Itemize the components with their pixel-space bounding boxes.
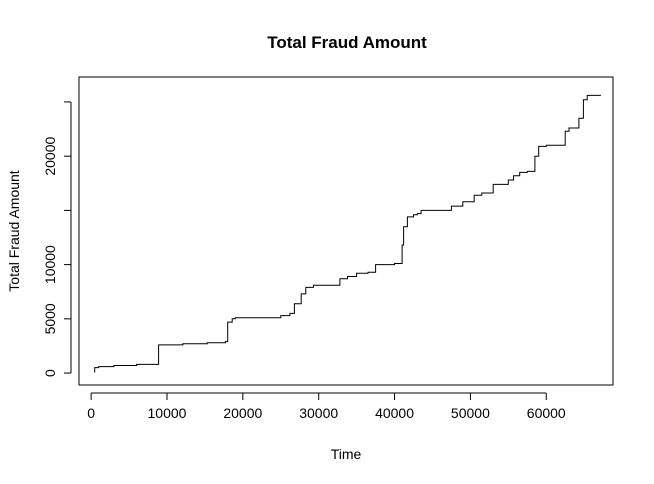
series-layer (94, 94, 601, 373)
x-tick-label: 20000 (223, 405, 262, 421)
x-tick-label: 30000 (299, 405, 338, 421)
x-tick-label: 0 (87, 405, 95, 421)
y-tick-label: 0 (42, 369, 58, 377)
series-line (94, 94, 601, 373)
chart-title: Total Fraud Amount (267, 33, 427, 52)
x-axis-label: Time (331, 446, 362, 462)
y-tick-label: 20000 (42, 136, 58, 175)
x-tick-label: 40000 (375, 405, 414, 421)
x-tick-label: 10000 (148, 405, 187, 421)
y-tick-label: 10000 (42, 245, 58, 284)
y-axis-label: Total Fraud Amount (6, 170, 22, 292)
x-tick-label: 50000 (451, 405, 490, 421)
y-tick-label: 5000 (42, 303, 58, 334)
x-axis: 0 10000 20000 30000 40000 50000 60000 (87, 392, 566, 421)
x-tick-label: 60000 (527, 405, 566, 421)
plot-frame (78, 76, 614, 386)
y-axis: 0 5000 10000 20000 (42, 101, 72, 377)
